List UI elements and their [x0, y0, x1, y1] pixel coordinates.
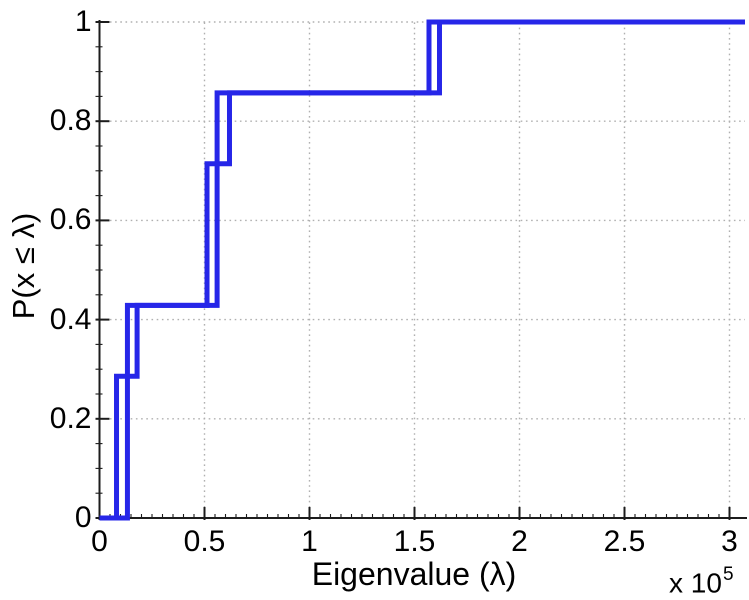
axis-spines	[98, 20, 747, 519]
y-tick-label-0: 0	[74, 501, 92, 534]
cdf-curve-ecdf-2	[99, 19, 745, 521]
x-tick-label-1: 1	[301, 525, 318, 558]
exponent-power: 5	[722, 564, 734, 585]
exponent-base: x 10	[669, 567, 722, 599]
x-axis-label: Eigenvalue (λ)	[311, 556, 517, 592]
grid-lines	[99, 21, 745, 518]
x-tick-label-0.5: 0.5	[183, 525, 226, 558]
cdf-curves	[99, 19, 745, 521]
x-tick-label-2.5: 2.5	[603, 525, 646, 558]
x-tick-label-3: 3	[721, 525, 738, 558]
y-tick-label-1: 1	[74, 5, 92, 38]
y-tick-label-0.6: 0.6	[49, 203, 92, 237]
cdf-curve-ecdf-1	[99, 19, 745, 521]
axis-tick-marks	[95, 21, 731, 520]
y-axis-label: P(x ≤ λ)	[6, 212, 41, 320]
x-tick-label-1.5: 1.5	[393, 525, 436, 558]
x-tick-label-0: 0	[91, 525, 108, 558]
y-tick-label-0.2: 0.2	[49, 401, 92, 435]
y-tick-label-0.8: 0.8	[49, 104, 92, 138]
x-tick-label-2: 2	[511, 525, 528, 558]
x-axis-exponent-label: x 105	[669, 564, 734, 599]
y-tick-label-0.4: 0.4	[49, 302, 92, 336]
